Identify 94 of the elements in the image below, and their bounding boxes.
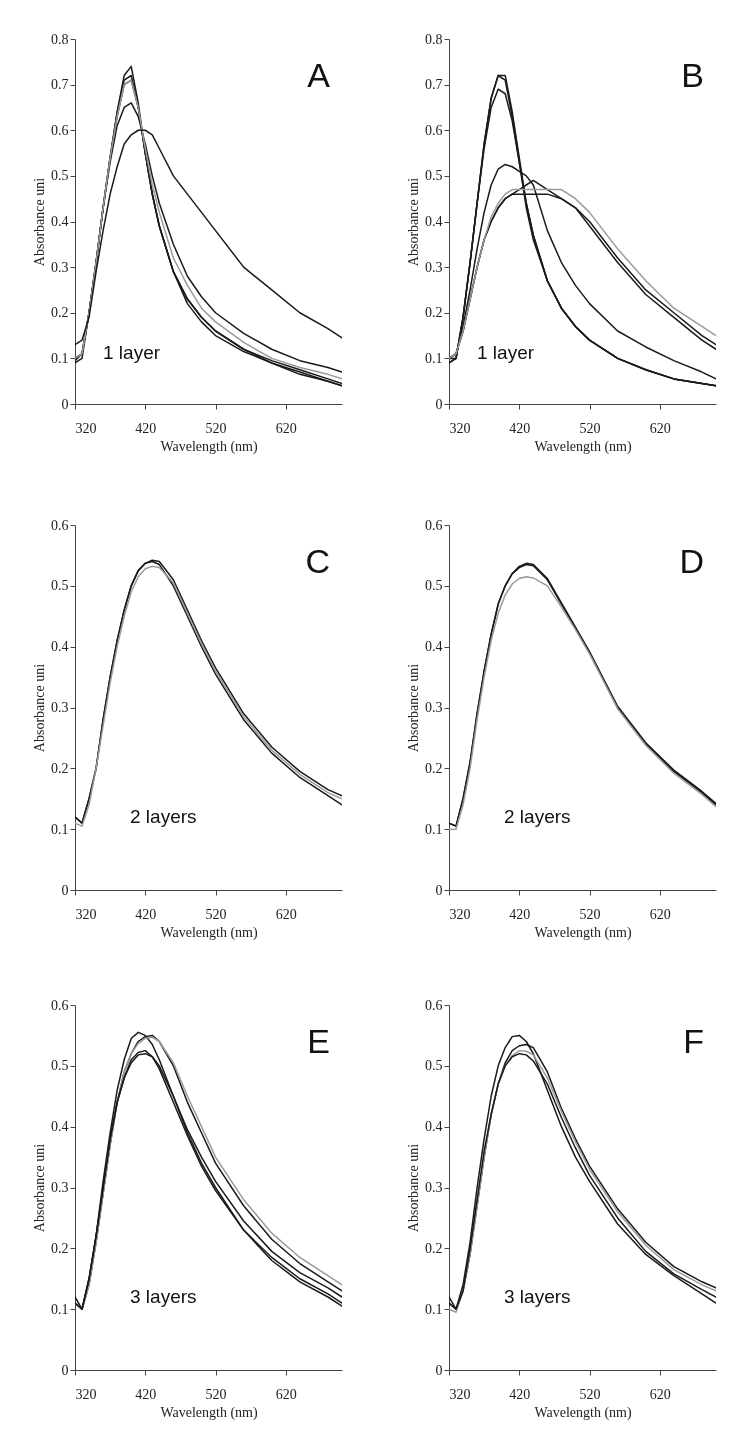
x-tick-label: 620 xyxy=(275,1386,297,1402)
y-axis-title: Absorbance uni xyxy=(406,663,421,753)
y-tick-label: 0.1 xyxy=(425,1301,443,1317)
y-tick-label: 0.3 xyxy=(425,1180,443,1195)
y-tick-label: 0.1 xyxy=(51,350,69,366)
x-tick-label: 520 xyxy=(205,1386,227,1402)
x-tick-label: 620 xyxy=(649,906,671,922)
x-tick-label: 620 xyxy=(649,1386,671,1402)
y-tick-label: 0.4 xyxy=(425,214,443,229)
y-axis-title: Absorbance uni xyxy=(32,663,47,753)
annotation: B xyxy=(681,56,704,94)
y-tick-label: 0.2 xyxy=(51,760,69,776)
y-tick-label: 0.1 xyxy=(425,821,443,837)
annotation: 1 layer xyxy=(477,341,535,363)
y-tick-label: 0.8 xyxy=(425,31,443,47)
x-tick-label: 520 xyxy=(205,420,227,436)
y-tick-label: 0.5 xyxy=(425,578,443,594)
y-tick-label: 0 xyxy=(435,396,443,412)
y-tick-label: 0.1 xyxy=(51,821,69,837)
x-axis-title: Wavelength (nm) xyxy=(534,438,632,455)
x-tick-label: 520 xyxy=(579,420,601,436)
y-tick-label: 0 xyxy=(61,1362,69,1378)
y-tick-label: 0.3 xyxy=(51,700,69,715)
y-tick-label: 0.6 xyxy=(51,517,69,533)
annotation: A xyxy=(307,56,331,94)
y-tick-label: 0.6 xyxy=(425,997,443,1013)
y-tick-label: 0.4 xyxy=(425,1119,443,1135)
y-tick-label: 0 xyxy=(61,396,69,412)
annotation: D xyxy=(679,542,704,580)
x-tick-label: 420 xyxy=(509,420,531,436)
y-tick-label: 0.7 xyxy=(51,77,69,93)
x-tick-label: 420 xyxy=(509,1386,531,1402)
y-tick-label: 0.5 xyxy=(51,168,69,184)
y-tick-label: 0.5 xyxy=(425,168,443,184)
annotation: 2 layers xyxy=(504,806,571,827)
annotation: 1 layer xyxy=(103,341,161,363)
y-axis-title: Absorbance uni xyxy=(406,177,421,267)
y-tick-label: 0.5 xyxy=(51,578,69,594)
x-axis-title: Wavelength (nm) xyxy=(160,924,258,941)
y-tick-label: 0.2 xyxy=(51,305,69,321)
y-tick-label: 0.5 xyxy=(51,1058,69,1074)
x-tick-label: 320 xyxy=(449,420,471,436)
y-tick-label: 0.4 xyxy=(51,639,69,655)
y-tick-label: 0.3 xyxy=(425,259,443,275)
x-tick-label: 320 xyxy=(75,1386,97,1402)
y-tick-label: 0.2 xyxy=(425,1240,443,1256)
x-axis-title: Wavelength (nm) xyxy=(534,1404,632,1421)
y-tick-label: 0.1 xyxy=(425,350,443,366)
x-tick-label: 520 xyxy=(579,1386,601,1402)
x-tick-label: 520 xyxy=(205,906,227,922)
y-tick-label: 0.6 xyxy=(425,122,443,138)
y-tick-label: 0.6 xyxy=(425,517,443,533)
y-tick-label: 0.8 xyxy=(51,31,69,47)
x-tick-label: 620 xyxy=(275,906,297,922)
x-tick-label: 320 xyxy=(449,1386,471,1402)
x-axis-title: Wavelength (nm) xyxy=(160,438,258,455)
x-tick-label: 620 xyxy=(275,420,297,436)
y-tick-label: 0.3 xyxy=(425,700,443,715)
x-tick-label: 320 xyxy=(449,906,471,922)
x-tick-label: 520 xyxy=(579,906,601,922)
y-axis-title: Absorbance uni xyxy=(406,1143,421,1233)
x-tick-label: 320 xyxy=(75,420,97,436)
x-tick-label: 420 xyxy=(135,906,157,922)
y-tick-label: 0.2 xyxy=(425,760,443,776)
y-tick-label: 0.6 xyxy=(51,122,69,138)
annotation: F xyxy=(683,1022,704,1060)
y-tick-label: 0.2 xyxy=(51,1240,69,1256)
y-tick-label: 0 xyxy=(435,1362,443,1378)
x-axis-title: Wavelength (nm) xyxy=(534,924,632,941)
y-tick-label: 0 xyxy=(61,882,69,898)
annotation: C xyxy=(305,542,330,580)
y-axis-title: Absorbance uni xyxy=(32,177,47,267)
annotation: 3 layers xyxy=(504,1286,571,1307)
y-tick-label: 0 xyxy=(435,882,443,898)
y-tick-label: 0.2 xyxy=(425,305,443,321)
annotation: E xyxy=(307,1022,330,1060)
x-tick-label: 420 xyxy=(509,906,531,922)
annotation: 2 layers xyxy=(130,806,197,827)
y-tick-label: 0.6 xyxy=(51,997,69,1013)
y-tick-label: 0.4 xyxy=(425,639,443,655)
y-tick-label: 0.7 xyxy=(425,77,443,93)
y-tick-label: 0.4 xyxy=(51,214,69,229)
y-axis-title: Absorbance uni xyxy=(32,1143,47,1233)
y-tick-label: 0.4 xyxy=(51,1119,69,1135)
x-tick-label: 620 xyxy=(649,420,671,436)
annotation: 3 layers xyxy=(130,1286,197,1307)
x-tick-label: 420 xyxy=(135,1386,157,1402)
y-tick-label: 0.5 xyxy=(425,1058,443,1074)
y-tick-label: 0.1 xyxy=(51,1301,69,1317)
x-axis-title: Wavelength (nm) xyxy=(160,1404,258,1421)
x-tick-label: 320 xyxy=(75,906,97,922)
y-tick-label: 0.3 xyxy=(51,1180,69,1195)
y-tick-label: 0.3 xyxy=(51,259,69,275)
x-tick-label: 420 xyxy=(135,420,157,436)
